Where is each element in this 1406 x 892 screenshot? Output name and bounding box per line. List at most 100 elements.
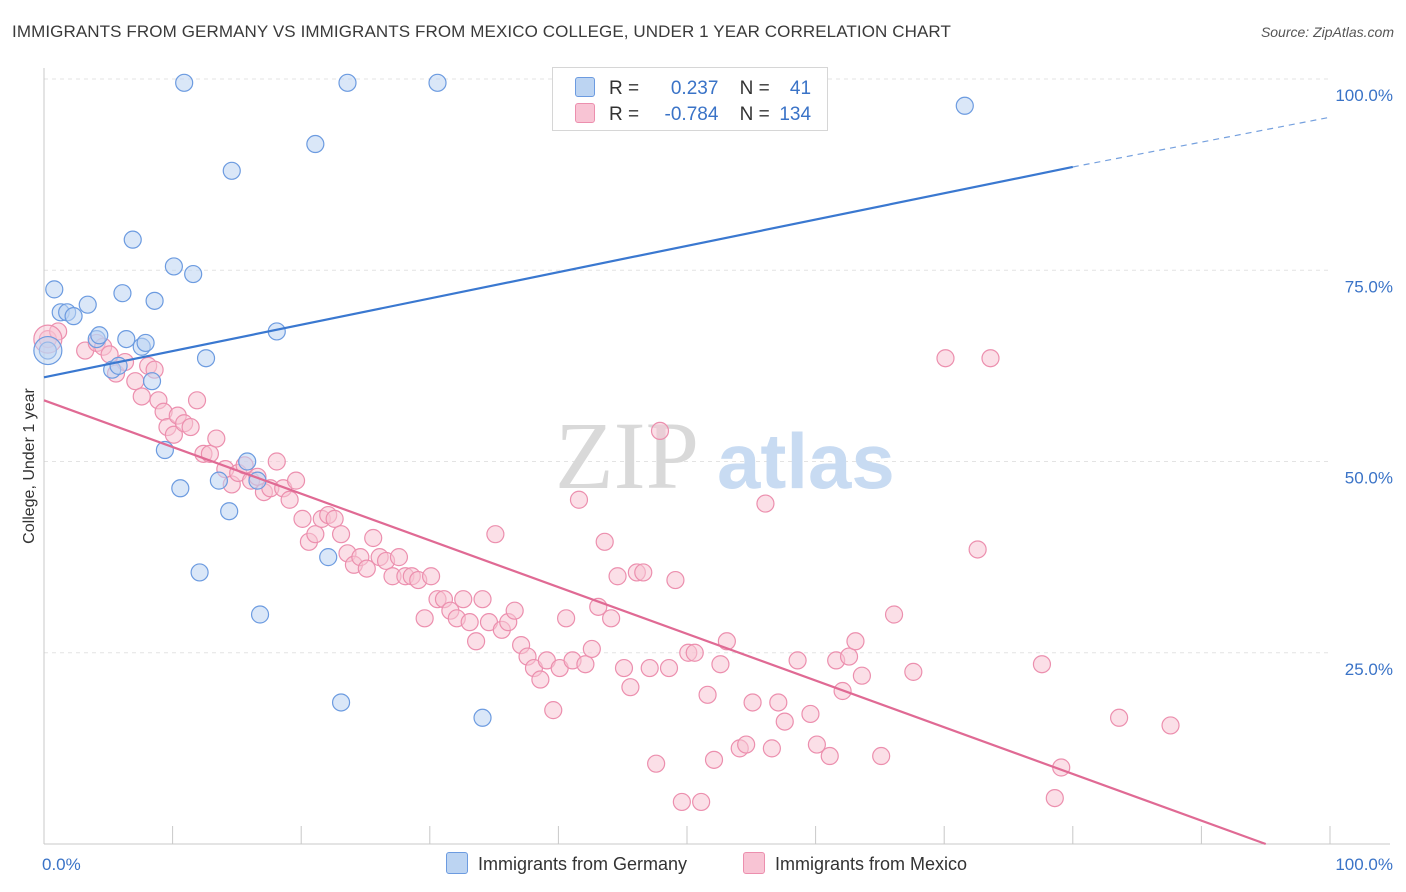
mexico-point-54 bbox=[415, 609, 434, 628]
germany-trend-line bbox=[43, 165, 1074, 379]
germany-point-35 bbox=[428, 73, 447, 92]
bottom-legend-mexico: Immigrants from Mexico bbox=[743, 852, 967, 875]
mexico-point-103 bbox=[737, 735, 756, 754]
mexico-point-83 bbox=[602, 609, 621, 628]
mexico-legend-label: Immigrants from Mexico bbox=[775, 854, 968, 874]
mexico-point-8 bbox=[126, 372, 145, 391]
mexico-point-94 bbox=[672, 792, 691, 812]
mexico-point-46 bbox=[364, 528, 383, 548]
legend-row-mexico: R = -0.784 N = 134 bbox=[575, 103, 811, 127]
mexico-point-106 bbox=[762, 739, 781, 758]
mexico-point-72 bbox=[531, 670, 550, 689]
germany-point-11 bbox=[117, 330, 136, 349]
r-label: R = bbox=[609, 78, 640, 99]
mexico-point-115 bbox=[839, 647, 859, 666]
mexico-point-74 bbox=[544, 701, 563, 720]
germany-point-36 bbox=[473, 708, 492, 727]
mexico-point-41 bbox=[331, 525, 351, 544]
mexico-point-37 bbox=[306, 525, 325, 544]
germany-point-20 bbox=[175, 73, 194, 92]
mexico-point-84 bbox=[608, 567, 627, 586]
mexico-point-90 bbox=[647, 754, 666, 773]
mexico-point-18 bbox=[181, 417, 200, 437]
mexico-point-125 bbox=[1045, 788, 1064, 808]
mexico-point-122 bbox=[968, 540, 987, 559]
mexico-point-65 bbox=[486, 525, 505, 544]
germany-point-21 bbox=[184, 264, 203, 284]
mexico-point-127 bbox=[1109, 708, 1129, 727]
mexico-point-124 bbox=[1032, 655, 1052, 674]
mexico-point-120 bbox=[904, 662, 923, 681]
germany-n-value: 41 bbox=[789, 78, 812, 99]
x-tick-label-0: 0.0% bbox=[42, 855, 81, 874]
mexico-legend-swatch bbox=[743, 852, 765, 874]
mexico-point-109 bbox=[788, 651, 807, 670]
germany-point-31 bbox=[306, 134, 325, 154]
mexico-point-15 bbox=[164, 425, 183, 444]
mexico-point-9 bbox=[132, 387, 151, 406]
mexico-point-111 bbox=[807, 735, 826, 754]
mexico-point-107 bbox=[769, 693, 788, 712]
mexico-point-82 bbox=[595, 532, 614, 551]
mexico-point-79 bbox=[576, 655, 595, 674]
mexico-point-86 bbox=[621, 678, 640, 697]
mexico-point-45 bbox=[357, 559, 376, 578]
mexico-point-112 bbox=[820, 746, 839, 766]
legend-row-germany: R = 0.237 N = 41 bbox=[575, 77, 811, 101]
mexico-trend-line bbox=[43, 399, 1267, 846]
germany-point-15 bbox=[142, 372, 162, 391]
mexico-point-61 bbox=[460, 613, 479, 632]
mexico-point-100 bbox=[711, 655, 730, 674]
germany-point-33 bbox=[331, 693, 351, 712]
germany-point-5 bbox=[78, 295, 97, 314]
mexico-point-105 bbox=[756, 494, 775, 513]
germany-point-16 bbox=[145, 291, 164, 310]
mexico-point-35 bbox=[293, 509, 312, 528]
germany-swatch bbox=[575, 77, 595, 97]
germany-point-23 bbox=[196, 349, 216, 368]
n-label: N = bbox=[739, 78, 770, 99]
mexico-point-93 bbox=[666, 570, 685, 590]
mexico-point-98 bbox=[698, 685, 717, 704]
source-label: Source: ZipAtlas.com bbox=[1260, 24, 1394, 40]
tick-labels: 25.0% 50.0% 75.0% 100.0% 0.0% 100.0% bbox=[42, 86, 1393, 874]
mexico-point-62 bbox=[466, 632, 486, 651]
germany-point-25 bbox=[220, 502, 239, 521]
germany-point-large bbox=[33, 335, 63, 366]
germany-point-26 bbox=[222, 161, 241, 180]
mexico-point-78 bbox=[569, 490, 589, 509]
germany-r-value: 0.237 bbox=[670, 78, 719, 99]
y-tick-label-2: 75.0% bbox=[1345, 277, 1393, 296]
mexico-point-123 bbox=[981, 349, 1000, 368]
germany-legend-label: Immigrants from Germany bbox=[478, 854, 688, 874]
mexico-point-117 bbox=[852, 666, 871, 685]
germany-point-34 bbox=[338, 73, 357, 92]
x-tick-label-1: 100.0% bbox=[1335, 855, 1393, 874]
y-tick-label-0: 25.0% bbox=[1345, 660, 1393, 679]
germany-point-7 bbox=[90, 326, 109, 345]
mexico-point-33 bbox=[280, 490, 299, 509]
mexico-point-31 bbox=[267, 452, 286, 471]
mexico-point-104 bbox=[743, 693, 762, 712]
r-label: R = bbox=[609, 104, 640, 125]
germany-point-32 bbox=[319, 548, 338, 567]
mexico-point-128 bbox=[1161, 716, 1180, 735]
axes bbox=[43, 68, 1390, 845]
mexico-point-55 bbox=[421, 567, 441, 586]
germany-point-14 bbox=[136, 333, 155, 353]
mexico-point-121 bbox=[936, 349, 955, 368]
correlation-legend: R = 0.237 N = 41 R = -0.784 N = 134 bbox=[552, 67, 828, 131]
watermark: ZIP atlas bbox=[555, 402, 895, 509]
bottom-legend-germany: Immigrants from Germany bbox=[446, 852, 687, 875]
mexico-point-91 bbox=[650, 421, 670, 440]
germany-point-24 bbox=[209, 471, 228, 490]
mexico-point-40 bbox=[325, 509, 344, 528]
germany-point-19 bbox=[171, 479, 190, 498]
y-tick-label-3: 100.0% bbox=[1335, 86, 1393, 105]
chart-title: IMMIGRANTS FROM GERMANY VS IMMIGRANTS FR… bbox=[12, 22, 951, 41]
mexico-point-22 bbox=[207, 429, 226, 448]
mexico-swatch bbox=[575, 103, 595, 123]
trend-lines bbox=[43, 116, 1331, 846]
mexico-point-119 bbox=[884, 605, 904, 624]
mexico-point-80 bbox=[582, 639, 601, 659]
